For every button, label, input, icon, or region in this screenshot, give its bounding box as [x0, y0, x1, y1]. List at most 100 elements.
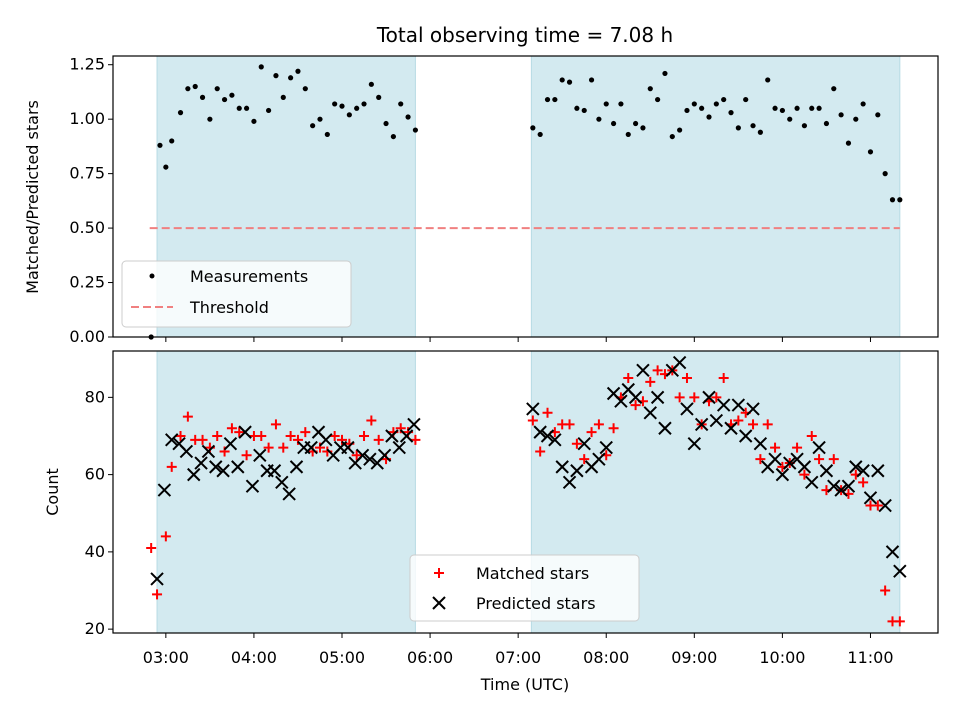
measurement-point — [699, 105, 705, 111]
x-tick-label: 06:00 — [407, 648, 453, 667]
predicted-star-point — [548, 433, 562, 447]
matched-star-point — [792, 442, 803, 453]
measurement-point — [728, 110, 734, 116]
measurement-point — [537, 131, 543, 138]
matched-star-point — [212, 430, 223, 441]
predicted-star-point — [871, 464, 885, 478]
predicted-star-point — [834, 483, 848, 497]
measurement-point — [243, 105, 250, 111]
chart-title: Total observing time = 7.08 h — [376, 23, 673, 47]
predicted-star-point — [570, 464, 584, 478]
measurement-point — [310, 123, 316, 129]
predicted-star-point — [533, 425, 547, 439]
matched-star-point — [292, 434, 303, 445]
predicted-star-point — [731, 398, 746, 412]
legend-predicted-label: Predicted stars — [476, 594, 596, 613]
predicted-star-point — [805, 475, 819, 490]
predicted-star-point — [555, 460, 569, 474]
measurement-point — [221, 96, 228, 103]
predicted-star-point — [672, 355, 687, 370]
bottom-axes-frame — [112, 350, 939, 634]
measurement-point — [405, 114, 411, 120]
matched-star-point — [359, 430, 370, 441]
top-axes-frame — [112, 55, 939, 338]
measurement-point — [302, 86, 308, 92]
predicted-star-point — [179, 444, 194, 459]
predicted-star-point — [841, 479, 856, 493]
predicted-star-point — [856, 464, 870, 478]
matched-star-point — [182, 411, 193, 422]
matched-star-point — [571, 438, 582, 449]
measurement-point — [684, 107, 690, 114]
matched-star-point — [711, 392, 722, 403]
measurement-point — [809, 105, 815, 111]
top-legend-box — [121, 260, 352, 328]
matched-star-point — [300, 427, 311, 438]
legend-measurements-label: Measurements — [190, 267, 308, 286]
predicted-star-point — [201, 444, 216, 459]
measurement-point — [346, 112, 352, 118]
predicted-star-point — [231, 460, 245, 474]
measurement-point — [677, 127, 683, 133]
measurement-point — [691, 101, 697, 107]
measurement-point — [398, 101, 404, 107]
predicted-star-point — [702, 390, 716, 405]
measurement-point — [889, 197, 896, 203]
predicted-star-point — [849, 460, 863, 474]
matched-star-point — [542, 407, 553, 418]
matched-star-point — [410, 434, 421, 445]
measurement-point — [199, 94, 206, 100]
measurement-point — [853, 116, 859, 122]
matched-star-point — [755, 454, 766, 465]
matched-star-point — [175, 430, 186, 441]
y-tick-label: 0.25 — [69, 273, 105, 292]
measurement-points — [148, 64, 903, 340]
matched-star-point — [564, 419, 575, 430]
y-tick-label: 60 — [85, 465, 105, 484]
y-tick-label: 1.25 — [69, 55, 105, 74]
measurement-point — [258, 64, 264, 70]
predicted-star-point — [797, 460, 812, 474]
matched-star-point — [799, 469, 810, 480]
predicted-star-point — [363, 452, 377, 466]
y-tick-label: 1.00 — [69, 109, 105, 128]
matched-star-point — [351, 450, 362, 461]
predicted-star-point — [592, 452, 606, 466]
measurement-point — [163, 164, 169, 170]
measurement-point — [618, 101, 624, 107]
predicted-star-point — [304, 440, 318, 455]
matched-star-point — [373, 434, 384, 445]
measurement-point — [288, 75, 294, 81]
matched-star-point — [241, 450, 252, 461]
legend-measurements-marker — [149, 273, 155, 279]
measurement-point — [229, 92, 235, 98]
measurement-point — [662, 70, 668, 77]
matched-star-point — [152, 589, 163, 600]
measurement-point — [354, 105, 360, 111]
predicted-star-point — [540, 429, 555, 443]
matched-star-point — [329, 430, 340, 441]
predicted-star-point — [253, 448, 267, 463]
predicted-star-point — [223, 437, 238, 451]
measurement-point — [735, 125, 741, 131]
measurement-point — [324, 131, 330, 138]
predicted-star-point — [282, 487, 296, 501]
bottom-y-axis-label: Count — [43, 468, 62, 516]
measurement-point — [383, 120, 389, 127]
measurement-point — [801, 123, 808, 129]
matched-star-point — [733, 415, 744, 426]
predicted-star-point — [187, 467, 201, 482]
x-axis-label: Time (UTC) — [480, 675, 569, 694]
predicted-star-point — [209, 460, 223, 474]
matched-star-point — [748, 419, 759, 430]
measurement-point — [266, 107, 272, 114]
matched-star-point — [858, 477, 869, 488]
predicted-star-point — [687, 437, 702, 451]
x-tick-label: 04:00 — [231, 648, 277, 667]
matched-star-point — [579, 454, 590, 465]
measurement-point — [816, 105, 822, 111]
matched-star-point — [263, 442, 274, 453]
predicted-star-point — [562, 475, 577, 490]
